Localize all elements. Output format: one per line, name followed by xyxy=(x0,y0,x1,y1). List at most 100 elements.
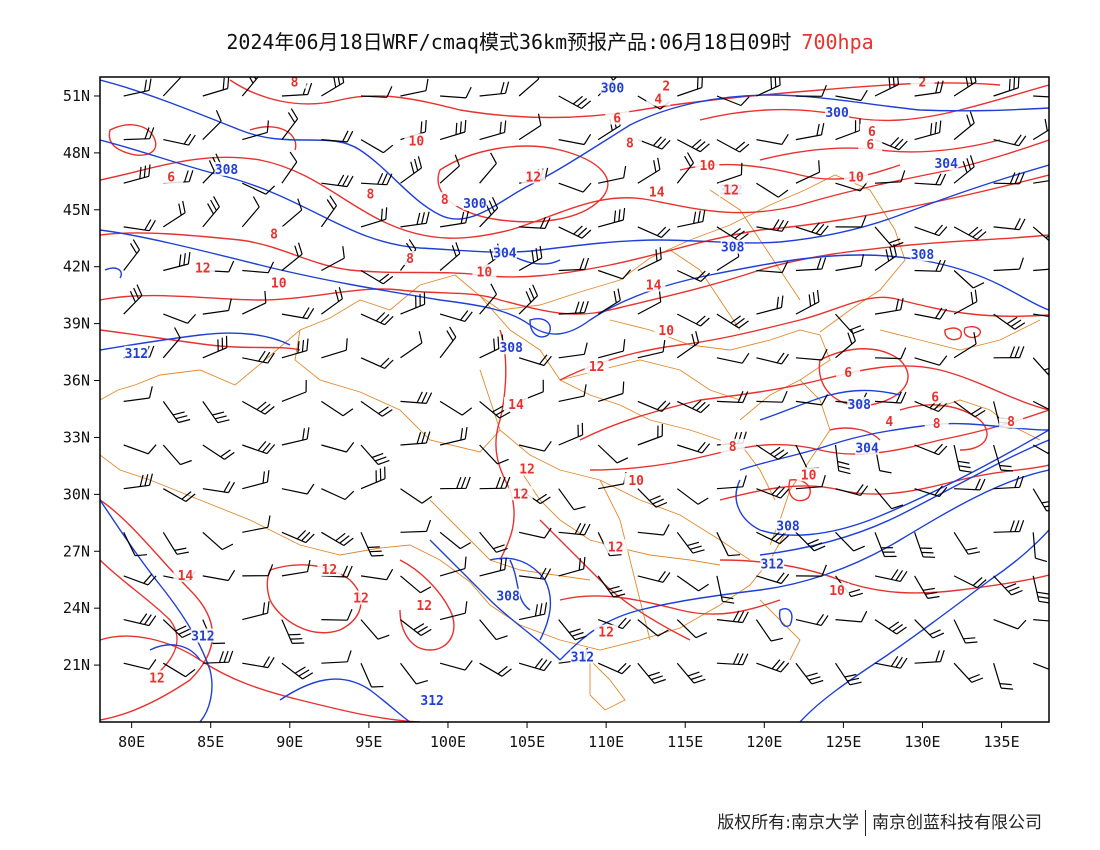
wind-barb xyxy=(241,196,260,228)
wind-barb xyxy=(400,156,423,184)
wind-barb xyxy=(1032,444,1049,455)
wind-barb xyxy=(123,386,153,402)
wind-barb xyxy=(637,157,661,184)
wind-barb xyxy=(439,154,460,184)
wind-barb xyxy=(677,77,703,97)
wind-barb xyxy=(676,619,708,639)
wind-barb xyxy=(716,575,735,604)
wind-barb xyxy=(835,254,865,272)
wind-barb xyxy=(874,243,897,271)
height-label-bg xyxy=(847,397,872,412)
lon-tick-label: 110E xyxy=(588,733,624,751)
height-labels: 300 300 300 304 304 304 308 308 308 308 308 308 308 3… xyxy=(124,80,959,709)
wind-barb xyxy=(242,601,270,621)
temperature-label: 12 xyxy=(149,671,165,686)
wind-barb xyxy=(321,400,354,417)
height-label-bg xyxy=(720,239,745,254)
wind-barb xyxy=(163,133,196,146)
wind-barb xyxy=(914,224,948,237)
wind-barb xyxy=(795,564,827,577)
wind-barb xyxy=(558,182,592,193)
wind-barb xyxy=(162,200,186,228)
wind-barb xyxy=(914,398,948,413)
wind-barb xyxy=(914,485,948,498)
wind-barb xyxy=(993,313,1026,330)
wind-barb xyxy=(123,573,157,586)
wind-barb xyxy=(400,619,432,637)
temperature-label-bg xyxy=(266,275,291,290)
temperature-label-bg xyxy=(159,169,184,184)
wind-barb xyxy=(953,400,986,418)
wind-barb xyxy=(1032,532,1048,563)
wind-barb xyxy=(953,77,977,97)
wind-barb xyxy=(439,310,473,322)
wind-barb xyxy=(202,77,230,97)
lat-tick-label: 24N xyxy=(63,599,90,617)
wind-barb xyxy=(400,292,426,315)
lon-tick-label: 125E xyxy=(825,733,861,751)
wind-barb xyxy=(914,307,948,320)
wind-barb xyxy=(993,77,1020,97)
temperature-label: 10 xyxy=(658,324,674,339)
wind-barb xyxy=(756,659,790,673)
wind-barb xyxy=(400,431,431,446)
wind-barb xyxy=(360,139,394,154)
wind-barb xyxy=(281,151,298,184)
wind-barb xyxy=(400,211,430,228)
wind-barb xyxy=(321,442,355,453)
temperature-label: 8 xyxy=(406,252,414,267)
wind-barb xyxy=(874,391,907,404)
wind-barb xyxy=(242,470,270,490)
wind-barb xyxy=(479,152,497,184)
temperature-label: 8 xyxy=(270,227,278,242)
wind-barb xyxy=(518,245,543,272)
temperature-label: 6 xyxy=(931,391,939,406)
wind-barb xyxy=(597,662,631,675)
height-label: 300 xyxy=(825,106,849,121)
wind-barb xyxy=(716,391,749,404)
title-main: 2024年06月18日WRF/cmaq模式36km预报产品:06月18日09时 xyxy=(226,30,792,54)
wind-barb xyxy=(479,196,499,228)
wind-barb xyxy=(242,120,269,141)
wind-barb xyxy=(1032,488,1049,512)
height-label-bg xyxy=(855,440,880,455)
wind-barb xyxy=(162,619,194,639)
wind-barb xyxy=(677,209,706,228)
wind-barb xyxy=(914,575,940,599)
temperature-label: 14 xyxy=(508,398,524,413)
temperature-label-bg xyxy=(720,438,745,453)
wind-barb xyxy=(400,331,423,359)
wind-barb xyxy=(835,118,861,141)
wind-barb xyxy=(242,400,275,415)
wind-barb xyxy=(320,195,338,228)
wind-barb xyxy=(993,134,1027,147)
height-label: 304 xyxy=(934,157,958,172)
temperature-label: 8 xyxy=(1007,415,1015,430)
wind-barb xyxy=(202,110,222,141)
wind-barb xyxy=(874,655,908,669)
wind-barb xyxy=(439,601,468,621)
wind-barb xyxy=(953,332,977,359)
wind-barb xyxy=(163,313,197,324)
wind-barb xyxy=(321,531,354,547)
wind-barb xyxy=(439,400,473,416)
wind-barb xyxy=(242,261,275,274)
wind-barb xyxy=(281,662,314,680)
temperature-label-bg xyxy=(924,416,949,431)
wind-barb xyxy=(755,619,783,642)
temperature-label: 14 xyxy=(649,186,665,201)
wind-barb xyxy=(637,423,663,446)
wind-barb xyxy=(756,182,789,198)
wind-barb xyxy=(993,575,1023,596)
wind-barb xyxy=(637,226,671,238)
wind-barb xyxy=(953,270,985,289)
wind-barb xyxy=(123,444,157,455)
wind-barb xyxy=(716,313,749,329)
wind-barb xyxy=(914,443,948,456)
wind-barb xyxy=(518,602,548,621)
height-label: 312 xyxy=(420,694,443,709)
temperature-label: 12 xyxy=(519,463,535,478)
height-label-bg xyxy=(910,247,935,262)
